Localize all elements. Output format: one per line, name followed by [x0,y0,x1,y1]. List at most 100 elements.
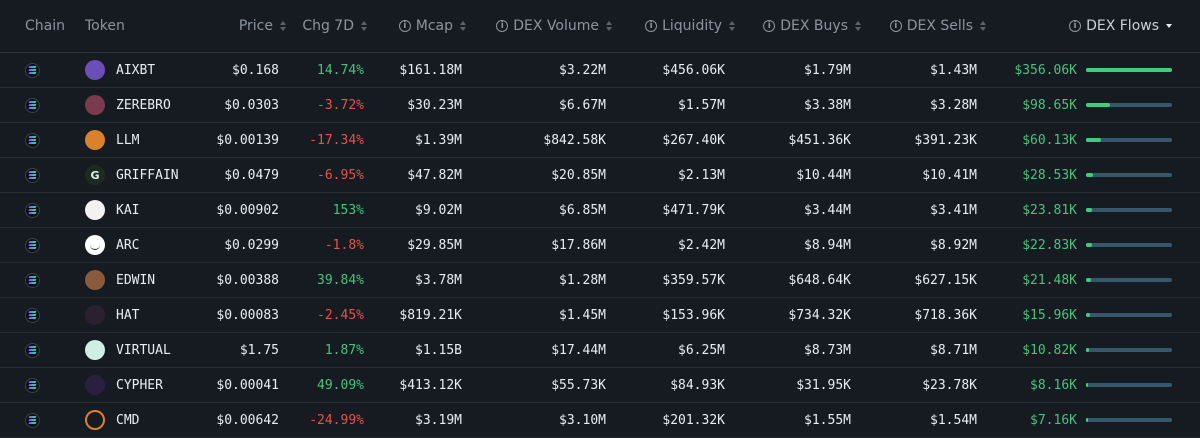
token-cell[interactable]: VIRTUAL [85,333,171,367]
dex-flows-value: $10.82K [1022,342,1077,358]
sort-icon [460,21,466,31]
dex-flows-value: $21.48K [1022,272,1077,288]
table-body: AIXBT $0.168 14.74% $161.18M $3.22M $456… [0,53,1200,438]
table-row[interactable]: EDWIN $0.00388 39.84% $3.78M $1.28M $359… [0,263,1200,298]
liquidity-cell: $6.25M [678,342,725,358]
token-symbol[interactable]: AIXBT [116,62,156,78]
dex-volume-cell: $55.73K [551,377,606,393]
dex-volume-cell: $6.85M [559,202,606,218]
chg-7d-cell: 1.87% [324,342,364,358]
arc-logo-icon [85,235,105,255]
table-row[interactable]: CMD $0.00642 -24.99% $3.19M $3.10M $201.… [0,403,1200,438]
dex-buys-cell: $451.36K [788,132,851,148]
token-cell[interactable]: ARC [85,228,139,262]
dex-flows-cell: $7.16K [1030,403,1172,437]
liquidity-cell: $1.57M [678,97,725,113]
token-cell[interactable]: HAT [85,298,139,332]
chg-7d-cell: -6.95% [317,167,364,183]
token-cell[interactable]: EDWIN [85,263,155,297]
dex-flows-bar [1086,208,1172,212]
token-symbol[interactable]: EDWIN [116,272,156,288]
dex-flows-bar [1086,418,1172,422]
liquidity-cell: $359.57K [662,272,725,288]
token-cell[interactable]: KAI [85,193,139,227]
dex-flows-bar [1086,243,1172,247]
sort-icon [361,21,367,31]
token-symbol[interactable]: CYPHER [116,377,163,393]
dex-sells-cell: $391.23K [914,132,977,148]
token-symbol[interactable]: ARC [116,237,140,253]
sort-icon [280,21,286,31]
price-cell: $0.00083 [216,307,279,323]
solana-chain-icon [25,368,40,402]
table-row[interactable]: ARC $0.0299 -1.8% $29.85M $17.86M $2.42M… [0,228,1200,263]
dex-flows-cell: $21.48K [1022,263,1172,297]
price-cell: $0.0299 [224,237,279,253]
dex-flows-bar [1086,348,1172,352]
liquidity-cell: $456.06K [662,62,725,78]
info-icon[interactable]: i [763,20,776,32]
sort-icon [980,21,986,31]
token-cell[interactable]: AIXBT [85,53,155,87]
liquidity-cell: $2.13M [678,167,725,183]
dex-flows-cell: $22.83K [1022,228,1172,262]
dex-volume-cell: $17.44M [551,342,606,358]
dex-sells-cell: $8.92M [930,237,977,253]
dex-volume-cell: $20.85M [551,167,606,183]
mcap-cell: $47.82M [407,167,462,183]
dex-flows-bar [1086,173,1172,177]
dex-buys-cell: $734.32K [788,307,851,323]
token-symbol[interactable]: CMD [116,412,140,428]
info-icon[interactable]: i [398,20,411,32]
token-symbol[interactable]: ZEREBRO [116,97,171,113]
token-cell[interactable]: G GRIFFAIN [85,158,179,192]
dex-buys-cell: $1.79M [804,62,851,78]
info-icon[interactable]: i [1069,20,1082,32]
table-row[interactable]: AIXBT $0.168 14.74% $161.18M $3.22M $456… [0,53,1200,88]
table-row[interactable]: LLM $0.00139 -17.34% $1.39M $842.58K $26… [0,123,1200,158]
sort-descending-icon [1166,24,1172,28]
token-symbol[interactable]: VIRTUAL [116,342,171,358]
info-icon[interactable]: i [496,20,509,32]
mcap-cell: $819.21K [399,307,462,323]
token-cell[interactable]: CMD [85,403,139,437]
table-row[interactable]: G GRIFFAIN $0.0479 -6.95% $47.82M $20.85… [0,158,1200,193]
liquidity-cell: $84.93K [670,377,725,393]
token-symbol[interactable]: KAI [116,202,140,218]
dex-buys-cell: $3.38M [804,97,851,113]
dex-volume-cell: $3.10M [559,412,606,428]
column-header-liquidity[interactable]: i Liquidity [645,0,735,52]
token-symbol[interactable]: LLM [116,132,140,148]
column-header-chg-7d[interactable]: Chg 7D [302,0,367,52]
mcap-cell: $413.12K [399,377,462,393]
table-row[interactable]: KAI $0.00902 153% $9.02M $6.85M $471.79K… [0,193,1200,228]
token-cell[interactable]: CYPHER [85,368,163,402]
dex-sells-cell: $8.71M [930,342,977,358]
table-row[interactable]: HAT $0.00083 -2.45% $819.21K $1.45M $153… [0,298,1200,333]
column-header-dex-volume[interactable]: i DEX Volume [496,0,612,52]
token-symbol[interactable]: HAT [116,307,140,323]
table-row[interactable]: ZEREBRO $0.0303 -3.72% $30.23M $6.67M $1… [0,88,1200,123]
column-header-dex-sells[interactable]: i DEX Sells [889,0,986,52]
dex-volume-cell: $842.58K [543,132,606,148]
column-header-dex-flows[interactable]: i DEX Flows [1069,0,1172,52]
info-icon[interactable]: i [889,20,902,32]
dex-volume-cell: $1.28M [559,272,606,288]
table-row[interactable]: CYPHER $0.00041 49.09% $413.12K $55.73K … [0,368,1200,403]
liquidity-cell: $2.42M [678,237,725,253]
token-symbol[interactable]: GRIFFAIN [116,167,179,183]
dex-flows-value: $7.16K [1030,412,1077,428]
chg-7d-cell: 39.84% [317,272,364,288]
chg-7d-cell: -17.34% [309,132,364,148]
solana-chain-icon [25,263,40,297]
column-header-price[interactable]: Price [239,0,286,52]
column-header-dex-buys[interactable]: i DEX Buys [763,0,861,52]
token-cell[interactable]: ZEREBRO [85,88,171,122]
token-cell[interactable]: LLM [85,123,139,157]
info-icon[interactable]: i [645,20,658,32]
griffain-logo-icon: G [85,165,105,185]
solana-chain-icon [25,158,40,192]
solana-chain-icon [25,298,40,332]
table-row[interactable]: VIRTUAL $1.75 1.87% $1.15B $17.44M $6.25… [0,333,1200,368]
column-header-mcap[interactable]: i Mcap [398,0,466,52]
